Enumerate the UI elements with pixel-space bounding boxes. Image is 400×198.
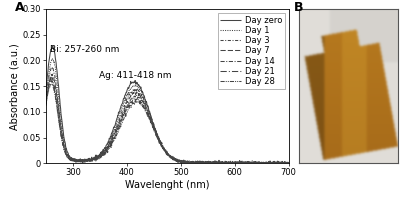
Day 1 <box>286 162 291 165</box>
Legend: Day zero, Day 1, Day 3, Day 7, Day 14, Day 21, Day 28: Day zero, Day 1, Day 3, Day 7, Day 14, D… <box>218 13 284 89</box>
Day 3 <box>44 98 48 101</box>
Day 1 <box>187 162 192 165</box>
Day 28 <box>44 105 48 107</box>
Day zero <box>50 45 55 48</box>
Day 7 <box>87 158 92 161</box>
Day 14 <box>106 145 111 147</box>
Day 28 <box>87 160 92 162</box>
Day 14 <box>154 132 159 134</box>
Text: B: B <box>294 1 304 14</box>
Day 1 <box>206 162 211 165</box>
Day 7 <box>187 161 192 164</box>
Day 1 <box>44 96 48 98</box>
Day 14 <box>48 76 53 78</box>
Text: Bi: 257-260 nm: Bi: 257-260 nm <box>50 45 120 54</box>
Day 21 <box>154 135 159 137</box>
Day 14 <box>44 102 48 104</box>
Day 21 <box>44 103 48 105</box>
Day 28 <box>227 161 232 164</box>
Day 21 <box>206 162 211 165</box>
Day zero <box>154 130 159 132</box>
Day 7 <box>227 162 232 165</box>
Day 21 <box>87 159 92 162</box>
Day 7 <box>189 162 194 165</box>
Day 21 <box>188 161 192 163</box>
Day 28 <box>154 134 159 136</box>
Day 7 <box>106 146 111 148</box>
Day 3 <box>227 162 232 165</box>
Line: Day 7: Day 7 <box>46 74 289 163</box>
Day 14 <box>206 162 211 165</box>
Day 7 <box>206 162 211 164</box>
Day 3 <box>106 142 111 144</box>
Day 28 <box>186 162 190 165</box>
Line: Day zero: Day zero <box>46 46 289 163</box>
Day 21 <box>106 147 111 149</box>
Day zero <box>87 158 92 161</box>
Day 1 <box>227 162 232 165</box>
Day 7 <box>286 162 291 165</box>
Day 1 <box>106 140 111 143</box>
Day 7 <box>154 131 159 133</box>
Day 28 <box>106 148 111 150</box>
Day 28 <box>188 161 192 164</box>
Day 21 <box>49 79 54 82</box>
Day 1 <box>188 161 192 164</box>
Text: A: A <box>14 1 24 14</box>
Day 21 <box>286 162 291 164</box>
Day zero <box>188 162 192 165</box>
Line: Day 1: Day 1 <box>46 59 289 163</box>
Line: Day 3: Day 3 <box>46 67 289 163</box>
Day zero <box>227 161 232 164</box>
Day 1 <box>50 58 55 60</box>
Day 21 <box>227 162 232 165</box>
Day 14 <box>227 162 232 165</box>
Day 3 <box>87 159 92 161</box>
Day 7 <box>44 102 48 105</box>
Day 3 <box>49 66 54 69</box>
Day 14 <box>185 162 190 165</box>
Day 3 <box>183 162 188 165</box>
Day 21 <box>180 162 185 165</box>
Line: Day 14: Day 14 <box>46 77 289 163</box>
X-axis label: Wavelenght (nm): Wavelenght (nm) <box>125 180 210 190</box>
Day zero <box>184 162 188 165</box>
Day 14 <box>87 157 92 160</box>
Day 28 <box>206 162 211 164</box>
Y-axis label: Absorbance (a.u.): Absorbance (a.u.) <box>10 43 20 129</box>
Day zero <box>106 140 111 142</box>
Day zero <box>286 162 291 164</box>
Line: Day 28: Day 28 <box>46 84 289 163</box>
Day 3 <box>154 130 159 133</box>
Day 14 <box>188 162 192 164</box>
Day 1 <box>87 159 92 161</box>
Day zero <box>206 162 211 164</box>
Text: Ag: 411-418 nm: Ag: 411-418 nm <box>99 71 171 80</box>
Day 7 <box>50 73 55 75</box>
Day 3 <box>286 162 291 165</box>
Day 1 <box>154 130 159 133</box>
Day 3 <box>206 161 211 163</box>
Day 28 <box>286 161 291 163</box>
Day zero <box>44 89 48 91</box>
Day 14 <box>286 162 291 165</box>
Day 28 <box>50 83 54 85</box>
Day 3 <box>188 160 192 163</box>
Line: Day 21: Day 21 <box>46 81 289 163</box>
